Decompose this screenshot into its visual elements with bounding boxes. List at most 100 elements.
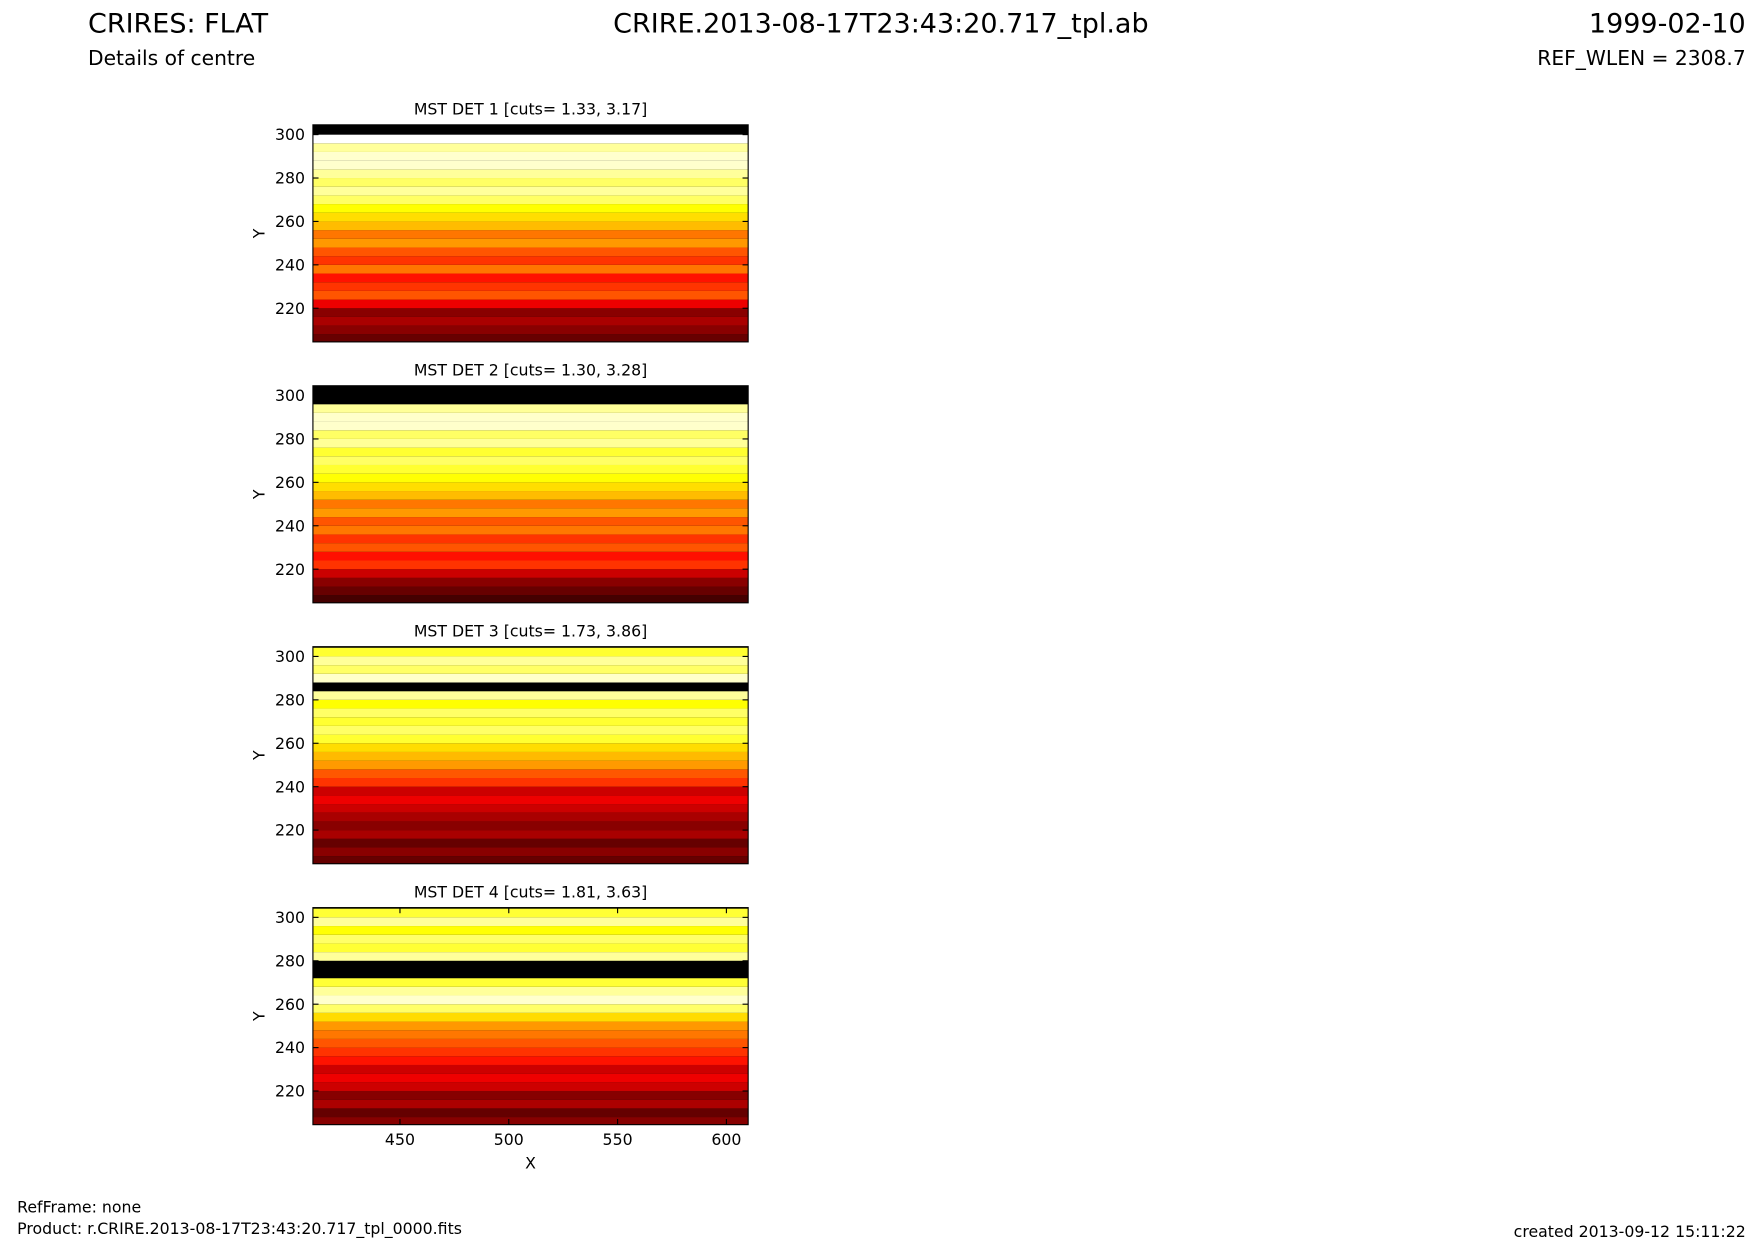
heat-row [312,1030,749,1039]
page-title: CRIRES: FLAT [88,9,269,40]
plot-area [312,907,749,1125]
y-axis-label: Y [250,1011,269,1022]
heat-row [312,769,749,779]
heat-row [312,290,749,300]
heat-row [312,960,749,970]
heat-row [312,691,749,700]
heat-row [312,1117,749,1125]
heat-row [312,934,749,944]
heat-row [312,665,749,674]
plot-area [312,124,749,342]
heat-row [312,299,749,309]
heat-row [312,969,749,979]
heat-row [312,169,749,179]
heat-row [312,1012,749,1022]
heat-row [312,412,749,422]
y-tick-label: 280 [275,169,305,188]
heat-row [312,195,749,205]
heat-row [312,995,749,1005]
heat-row [312,734,749,744]
heat-row [312,682,749,692]
heat-row [312,1047,749,1057]
heat-row [312,273,749,283]
x-tick-label: 600 [711,1130,741,1149]
heat-row [312,438,749,448]
y-tick-label: 300 [275,647,305,666]
y-tick-label: 220 [275,1082,305,1101]
y-tick-label: 300 [275,125,305,144]
heat-row [312,256,749,265]
heat-row [312,264,749,274]
heat-row [312,725,749,735]
heat-row [312,952,749,961]
page-subtitle: Details of centre [88,46,255,70]
heat-row [312,491,749,500]
x-tick-label: 550 [603,1130,633,1149]
heat-row [312,1021,749,1031]
y-tick-label: 300 [275,386,305,405]
y-tick-label: 220 [275,821,305,840]
heat-row [312,560,749,570]
heat-row [312,551,749,561]
heat-row [312,534,749,544]
heat-row [312,647,749,657]
y-tick-label: 280 [275,430,305,449]
heat-row [312,151,749,161]
heat-row [312,847,749,857]
heat-row [312,543,749,552]
heat-row [312,943,749,953]
heat-row [312,499,749,509]
y-tick-label: 260 [275,734,305,753]
y-tick-label: 240 [275,255,305,274]
heat-row [312,917,749,927]
heat-row [312,786,749,796]
heat-row [312,569,749,578]
y-tick-label: 220 [275,299,305,318]
y-tick-label: 240 [275,777,305,796]
heat-row [312,134,749,144]
y-tick-label: 260 [275,995,305,1014]
heat-row [312,978,749,987]
heat-row [312,760,749,770]
heat-row [312,908,749,918]
y-tick-label: 240 [275,516,305,535]
heat-row [312,212,749,222]
ref-wlen: REF_WLEN = 2308.7 [1537,46,1745,70]
y-tick-label: 260 [275,473,305,492]
y-tick-label: 260 [275,212,305,231]
heat-row [312,517,749,526]
plot-frame [312,385,749,604]
heat-row [312,804,749,813]
x-tick-label: 450 [385,1130,415,1149]
y-tick-label: 220 [275,560,305,579]
heat-row [312,230,749,239]
heat-row [312,247,749,257]
heat-row [312,282,749,291]
heat-row [312,856,749,864]
heat-row [312,1091,749,1100]
y-axis-label: Y [250,750,269,761]
heat-row [312,178,749,187]
y-axis-label: Y [250,228,269,239]
heat-row [312,160,749,170]
heat-row [312,743,749,752]
heat-row [312,508,749,518]
heat-row [312,334,749,342]
heat-row [312,186,749,196]
heat-row [312,778,749,787]
heat-row [312,595,749,603]
x-tick-label: 500 [494,1130,524,1149]
heat-row [312,838,749,848]
heat-row [312,986,749,996]
date: 1999-02-10 [1589,9,1746,40]
heat-row [312,812,749,822]
heat-row [312,656,749,666]
heat-row [312,1004,749,1013]
y-tick-label: 280 [275,690,305,709]
y-tick-label: 300 [275,908,305,927]
heat-row [312,308,749,317]
heat-row [312,821,749,831]
heat-row [312,421,749,431]
